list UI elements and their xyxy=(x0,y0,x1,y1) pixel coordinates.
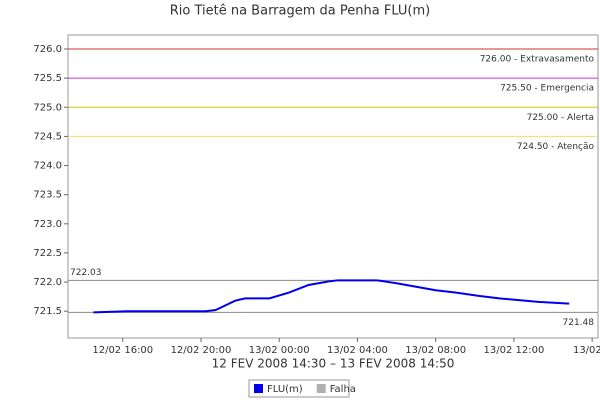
y-tick-label: 723.0 xyxy=(33,219,62,230)
y-tick-label: 724.0 xyxy=(33,161,62,172)
legend-swatch xyxy=(316,384,326,393)
x-tick-label: 13/02 04:00 xyxy=(327,345,388,356)
x-tick-label: 13/02 08:00 xyxy=(405,345,466,356)
legend-swatch xyxy=(254,384,263,393)
x-tick-label: 13/02 1 xyxy=(573,345,600,356)
chart-title: Rio Tietê na Barragem da Penha FLU(m) xyxy=(170,4,431,19)
y-tick-label: 722.5 xyxy=(33,248,62,259)
threshold-label: 725.00 - Alerta xyxy=(527,113,594,123)
threshold-label: 722.03 xyxy=(70,268,102,278)
y-tick-label: 722.0 xyxy=(33,277,62,288)
threshold-label: 724.50 - Atenção xyxy=(517,142,595,152)
y-tick-label: 724.5 xyxy=(33,131,62,142)
x-tick-label: 13/02 12:00 xyxy=(483,345,544,356)
legend-label: FLU(m) xyxy=(267,384,303,395)
data-line xyxy=(93,279,570,314)
y-tick-label: 723.5 xyxy=(33,190,62,201)
y-tick-label: 725.5 xyxy=(33,73,62,84)
y-tick-label: 725.0 xyxy=(33,102,62,113)
x-tick-label: 13/02 00:00 xyxy=(249,345,310,356)
y-tick-label: 721.5 xyxy=(33,306,62,317)
x-tick-label: 12/02 16:00 xyxy=(92,345,153,356)
threshold-label: 726.00 - Extravasamento xyxy=(480,54,595,64)
threshold-label: 721.48 xyxy=(563,318,595,328)
y-tick-label: 726.0 xyxy=(33,44,62,55)
plot-area xyxy=(67,34,599,339)
legend-label: Falha xyxy=(330,384,356,395)
threshold-label: 725.50 - Emergencia xyxy=(500,84,594,94)
x-axis-label: 12 FEV 2008 14:30 – 13 FEV 2008 14:50 xyxy=(212,357,455,371)
x-tick-label: 12/02 20:00 xyxy=(171,345,232,356)
